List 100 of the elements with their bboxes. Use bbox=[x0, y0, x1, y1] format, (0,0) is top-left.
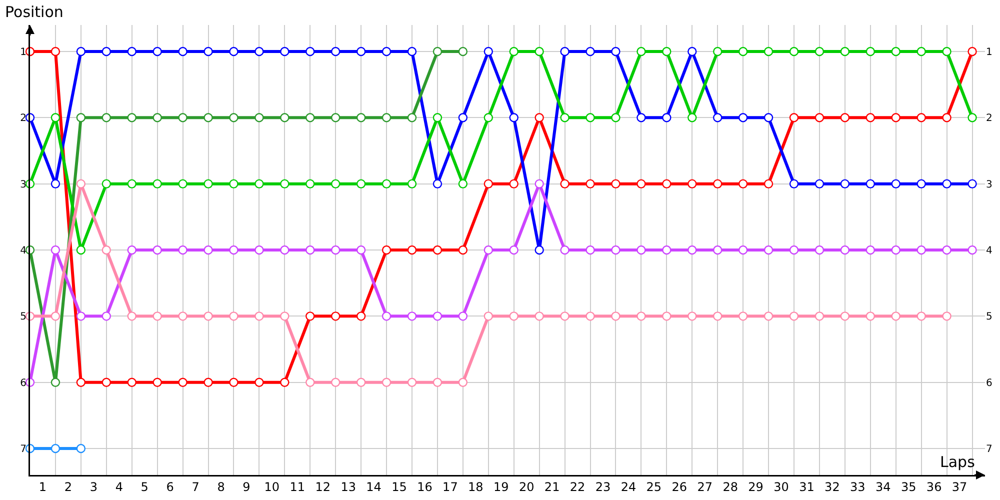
point bbox=[814, 46, 824, 56]
x-tick-label: 3 bbox=[90, 480, 98, 494]
point bbox=[204, 245, 213, 255]
x-tick-label: 16 bbox=[417, 480, 432, 494]
point bbox=[204, 179, 213, 188]
point bbox=[152, 46, 162, 56]
point bbox=[50, 245, 60, 255]
point bbox=[611, 245, 620, 255]
point bbox=[50, 179, 60, 188]
point bbox=[509, 113, 518, 122]
point bbox=[229, 179, 238, 188]
point bbox=[509, 46, 518, 56]
point bbox=[407, 245, 417, 255]
point bbox=[484, 245, 493, 255]
point bbox=[254, 46, 264, 56]
point bbox=[764, 113, 774, 122]
point bbox=[789, 179, 799, 188]
point bbox=[688, 113, 697, 122]
point bbox=[432, 245, 442, 255]
point bbox=[560, 179, 570, 188]
point bbox=[789, 46, 799, 56]
point bbox=[152, 179, 162, 188]
point bbox=[942, 113, 952, 122]
y2-tick-label: 2 bbox=[986, 113, 992, 124]
point bbox=[280, 245, 290, 255]
x-axis-title: Laps bbox=[940, 453, 976, 471]
x-tick-label: 32 bbox=[824, 480, 840, 494]
point bbox=[560, 312, 570, 321]
point bbox=[764, 312, 774, 321]
point bbox=[636, 113, 646, 122]
point bbox=[713, 312, 722, 321]
point bbox=[229, 113, 238, 122]
point bbox=[942, 46, 952, 56]
point bbox=[484, 46, 493, 56]
point bbox=[688, 46, 697, 56]
point bbox=[254, 378, 264, 387]
point bbox=[50, 312, 60, 321]
point bbox=[102, 245, 111, 255]
point bbox=[356, 179, 366, 188]
point bbox=[534, 113, 544, 122]
point bbox=[102, 179, 111, 188]
point bbox=[840, 46, 850, 56]
point bbox=[102, 312, 111, 321]
point bbox=[306, 46, 315, 56]
point bbox=[254, 179, 264, 188]
point bbox=[662, 312, 672, 321]
point bbox=[789, 312, 799, 321]
point bbox=[306, 245, 315, 255]
point bbox=[407, 113, 417, 122]
point bbox=[840, 113, 850, 122]
point bbox=[280, 179, 290, 188]
point bbox=[840, 245, 850, 255]
x-tick-label: 21 bbox=[544, 480, 560, 494]
point bbox=[968, 46, 977, 56]
x-tick-label: 23 bbox=[595, 480, 611, 494]
point bbox=[76, 312, 86, 321]
point bbox=[713, 46, 722, 56]
point bbox=[458, 46, 468, 56]
x-tick-label: 22 bbox=[570, 480, 586, 494]
point bbox=[866, 312, 875, 321]
point bbox=[662, 113, 672, 122]
point bbox=[306, 179, 315, 188]
point bbox=[356, 113, 366, 122]
point bbox=[814, 113, 824, 122]
point bbox=[204, 113, 213, 122]
x-tick-label: 10 bbox=[264, 480, 280, 494]
x-tick-label: 13 bbox=[340, 480, 356, 494]
y2-tick-label: 1 bbox=[986, 46, 992, 58]
point bbox=[382, 179, 392, 188]
point bbox=[178, 179, 188, 188]
point bbox=[76, 179, 86, 188]
point bbox=[560, 245, 570, 255]
x-tick-label: 37 bbox=[952, 480, 968, 494]
x-tick-label: 7 bbox=[192, 480, 200, 494]
point bbox=[331, 46, 340, 56]
point bbox=[76, 46, 86, 56]
point bbox=[152, 312, 162, 321]
point bbox=[280, 46, 290, 56]
point bbox=[178, 378, 188, 387]
point bbox=[204, 378, 213, 387]
point bbox=[509, 312, 518, 321]
point bbox=[534, 46, 544, 56]
point bbox=[229, 245, 238, 255]
point bbox=[127, 312, 136, 321]
point bbox=[76, 378, 86, 387]
point bbox=[484, 113, 493, 122]
point bbox=[662, 46, 672, 56]
point bbox=[331, 245, 340, 255]
y-tick-label: 3 bbox=[20, 179, 26, 190]
point bbox=[432, 46, 442, 56]
point bbox=[636, 312, 646, 321]
point bbox=[76, 444, 86, 454]
point bbox=[713, 113, 722, 122]
x-tick-label: 27 bbox=[697, 480, 713, 494]
point bbox=[356, 312, 366, 321]
point bbox=[968, 179, 977, 188]
point bbox=[229, 378, 238, 387]
point bbox=[891, 245, 900, 255]
point bbox=[688, 312, 697, 321]
point bbox=[127, 378, 136, 387]
